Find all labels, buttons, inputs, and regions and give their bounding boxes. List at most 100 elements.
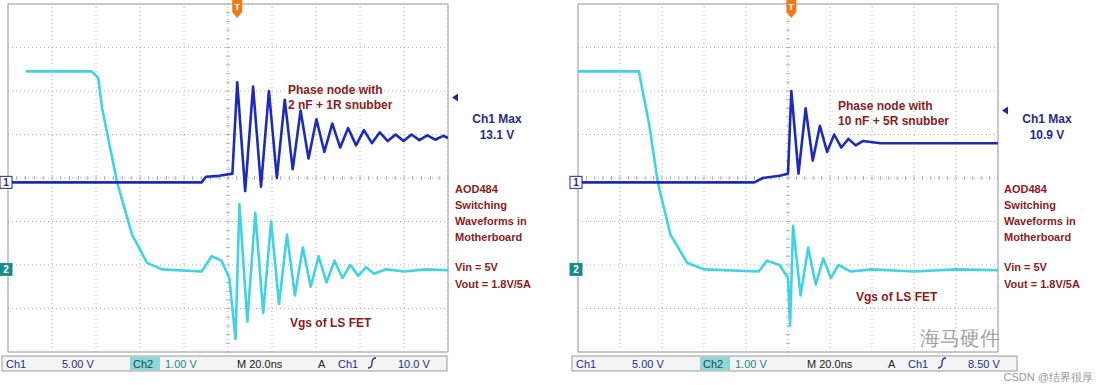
grid-line <box>578 134 998 135</box>
minor-tick <box>964 176 965 180</box>
minor-tick <box>620 176 621 180</box>
minor-tick <box>653 176 654 180</box>
minor-tick <box>307 176 308 180</box>
trace <box>8 82 448 191</box>
minor-tick <box>226 117 230 118</box>
minor-tick <box>96 176 97 180</box>
minor-tick <box>786 230 790 231</box>
minor-tick <box>157 176 158 180</box>
max-label: Ch1 Max <box>472 112 522 126</box>
info-text: Motherboard <box>1004 231 1071 243</box>
minor-tick <box>226 186 230 187</box>
grid-line <box>578 178 998 179</box>
max-label: Ch1 Max <box>1022 112 1072 126</box>
minor-tick <box>678 176 679 180</box>
minor-tick <box>226 134 230 135</box>
annotation: 10 nF + 5R snubber <box>838 114 949 128</box>
minor-tick <box>786 30 790 31</box>
minor-tick <box>316 176 317 180</box>
minor-tick <box>421 176 422 180</box>
status-text: Ch1 <box>908 358 928 370</box>
minor-tick <box>226 108 230 109</box>
status-text: M 20.0ns <box>807 358 853 370</box>
minor-tick <box>226 230 230 231</box>
minor-tick <box>439 176 440 180</box>
traces <box>578 71 998 325</box>
status-highlight <box>130 357 160 370</box>
minor-tick <box>226 247 230 248</box>
trace <box>578 71 998 325</box>
status-bar: Ch15.00 VCh21.00 VM 20.0nsACh18.50 V <box>572 356 1017 371</box>
minor-tick <box>813 176 814 180</box>
grid-line <box>578 221 998 222</box>
grid-line <box>8 221 448 222</box>
minor-tick <box>226 99 230 100</box>
info-text: Vin = 5V <box>1004 261 1048 273</box>
grid-line <box>578 352 998 353</box>
minor-tick <box>226 265 230 266</box>
status-highlight <box>700 357 730 370</box>
minor-tick <box>166 176 167 180</box>
minor-tick <box>404 176 405 180</box>
minor-tick <box>226 256 230 257</box>
minor-tick <box>914 176 915 180</box>
grid-line <box>96 4 97 352</box>
scope-panel: 12TPhase node with2 nF + 1R snubberCh1 M… <box>0 0 531 371</box>
minor-tick <box>226 169 230 170</box>
status-bar-bg <box>572 356 1017 371</box>
grid-line <box>746 4 747 352</box>
minor-tick <box>148 176 149 180</box>
annotation: 2 nF + 1R snubber <box>288 98 393 112</box>
minor-tick <box>786 186 790 187</box>
minor-tick <box>930 176 931 180</box>
minor-tick <box>786 195 790 196</box>
status-text: Ch1 <box>338 358 358 370</box>
minor-tick <box>386 176 387 180</box>
minor-tick <box>25 176 26 180</box>
minor-tick <box>43 176 44 180</box>
minor-tick <box>226 204 230 205</box>
trigger-level-arrow <box>1002 107 1008 115</box>
trigger-marker: T <box>232 0 242 18</box>
watermark: CSDN @结界很厚 <box>1004 371 1093 383</box>
info-text: Motherboard <box>455 231 522 243</box>
minor-tick <box>786 47 790 48</box>
minor-tick <box>922 176 923 180</box>
minor-tick <box>226 47 230 48</box>
status-text: A <box>888 358 896 370</box>
status-bar-bg <box>2 356 447 371</box>
channel-marker: 1 <box>570 176 582 188</box>
plot-frame <box>578 4 998 352</box>
minor-tick <box>786 21 790 22</box>
info-text: AOD484 <box>1004 183 1048 195</box>
channel-marker-box <box>570 176 582 188</box>
minor-tick <box>786 204 790 205</box>
minor-tick <box>863 176 864 180</box>
channel-marker: 2 <box>0 263 12 275</box>
minor-tick <box>704 176 705 180</box>
grid-line <box>184 4 185 352</box>
minor-tick <box>226 160 230 161</box>
info-text: Waveforms in <box>1004 215 1076 227</box>
grid-line <box>704 4 705 352</box>
watermark: 海马硬件 <box>920 327 1000 349</box>
minor-tick <box>670 176 671 180</box>
info-text: AOD484 <box>455 183 499 195</box>
minor-tick <box>989 176 990 180</box>
max-value: 13.1 V <box>480 128 515 142</box>
slope-icon <box>938 358 946 368</box>
grid-line <box>8 178 448 179</box>
status-text: 5.00 V <box>632 358 664 370</box>
minor-tick <box>830 176 831 180</box>
info-text: Vout = 1.8V/5A <box>1004 278 1080 290</box>
minor-tick <box>226 334 230 335</box>
minor-tick <box>34 176 35 180</box>
trigger-level-arrow <box>452 94 458 102</box>
grid-line <box>360 4 361 352</box>
grid-line <box>578 308 998 309</box>
channel-marker: 2 <box>570 263 582 275</box>
minor-tick <box>226 91 230 92</box>
minor-tick <box>786 247 790 248</box>
channel-marker-label: 1 <box>3 177 9 188</box>
minor-tick <box>897 176 898 180</box>
